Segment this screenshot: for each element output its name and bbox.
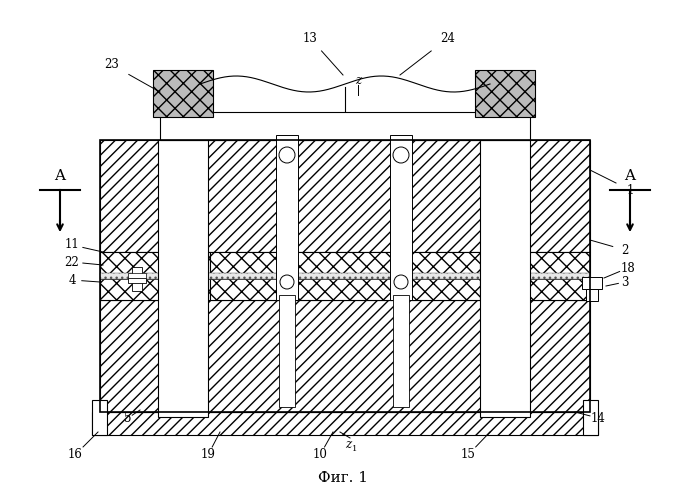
Text: 4: 4 (68, 274, 75, 286)
Text: 1: 1 (353, 445, 357, 453)
Text: 13: 13 (303, 32, 318, 44)
Bar (100, 140, 590, 412)
Bar (480, 140, 530, 417)
Bar (160, 112, 530, 140)
Text: A: A (54, 169, 65, 183)
Text: z: z (345, 438, 351, 452)
Text: 15: 15 (460, 448, 475, 462)
Bar (100, 252, 210, 300)
Bar (390, 135, 412, 300)
Bar (100, 273, 590, 279)
Circle shape (280, 275, 294, 289)
Circle shape (394, 275, 408, 289)
Bar (132, 267, 142, 291)
Text: A: A (624, 169, 635, 183)
Text: z: z (355, 74, 361, 86)
Text: 22: 22 (64, 256, 80, 268)
Text: 10: 10 (313, 448, 327, 462)
Text: Фиг. 1: Фиг. 1 (318, 471, 368, 485)
Text: 3: 3 (622, 276, 629, 288)
Bar (582, 277, 602, 289)
Bar (480, 252, 590, 300)
Bar (128, 278, 146, 283)
Bar (279, 295, 295, 407)
Bar (100, 300, 590, 412)
Text: 16: 16 (67, 448, 82, 462)
Circle shape (393, 147, 409, 163)
Circle shape (279, 147, 295, 163)
Text: 23: 23 (104, 58, 119, 71)
Bar (210, 252, 480, 300)
Text: 2: 2 (622, 244, 628, 256)
Text: 18: 18 (621, 262, 635, 274)
Bar (153, 70, 213, 117)
Bar (158, 140, 208, 417)
Bar (393, 295, 409, 407)
Bar (276, 135, 298, 300)
Text: 11: 11 (64, 238, 80, 252)
Text: 5: 5 (124, 412, 132, 424)
Bar (92, 400, 107, 435)
Bar (586, 289, 598, 301)
Bar (92, 412, 598, 435)
Text: 24: 24 (440, 32, 456, 44)
Bar (100, 273, 590, 279)
Text: 19: 19 (200, 448, 215, 462)
Bar (583, 400, 598, 435)
Text: 14: 14 (591, 412, 606, 424)
Bar (128, 273, 146, 278)
Bar (475, 70, 535, 117)
Text: 1: 1 (626, 184, 634, 196)
Bar (100, 140, 590, 252)
